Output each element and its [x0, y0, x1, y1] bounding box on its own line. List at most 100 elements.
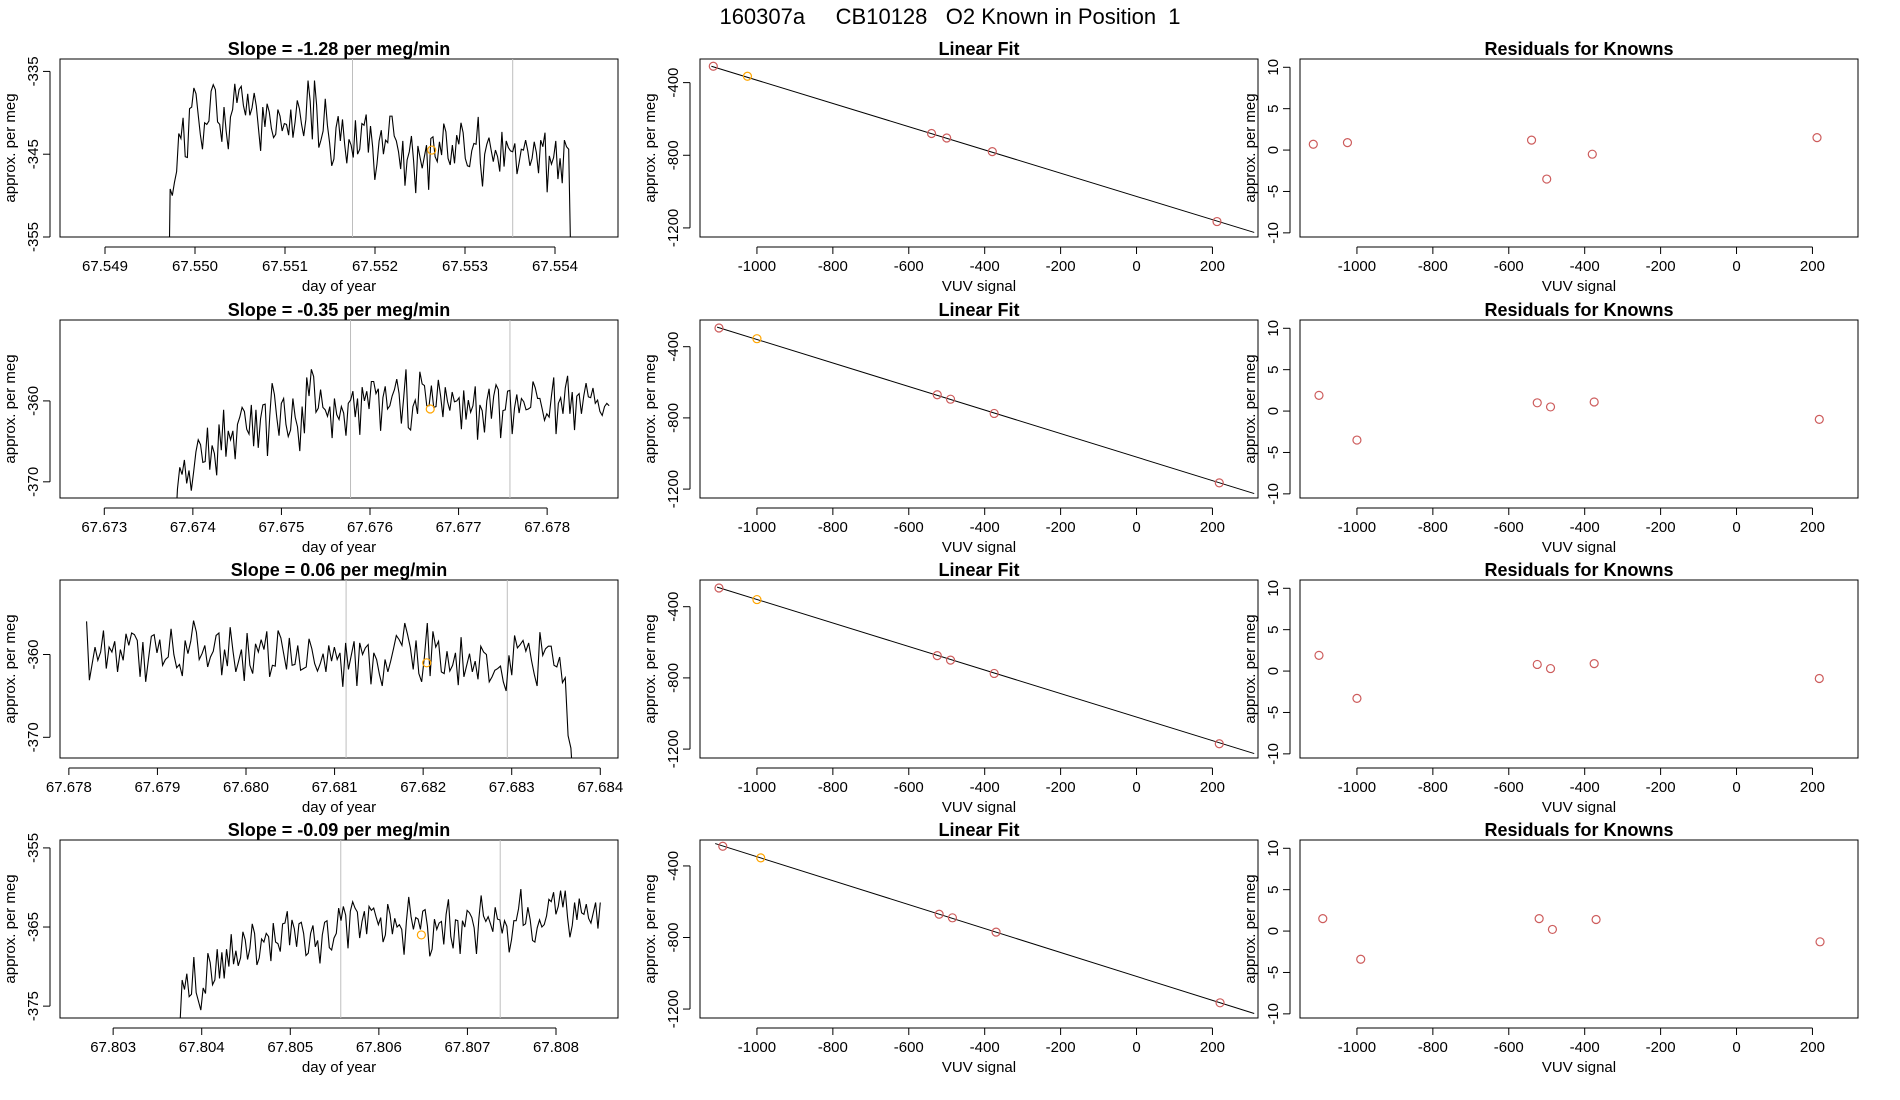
x-tick-label: 67.676	[347, 519, 393, 536]
x-tick-label: -600	[1494, 258, 1524, 275]
chart-title: Slope = -0.09 per meg/min	[228, 820, 451, 840]
y-tick-label: -355	[25, 833, 42, 863]
x-tick-label: -200	[1046, 519, 1076, 536]
y-tick-label: -360	[25, 639, 42, 669]
y-tick-label: -10	[1265, 483, 1282, 505]
chart-panel-0: Slope = -1.28 per meg/min 67.549 67.550 67.…	[2, 39, 619, 295]
y-tick-label: -345	[25, 139, 42, 169]
data-point	[1532, 398, 1542, 408]
fit-line	[716, 326, 1255, 495]
x-tick-label: -600	[1494, 519, 1524, 536]
plot-frame	[699, 839, 1259, 1019]
data-point	[1352, 693, 1362, 703]
x-tick-label: 67.551	[262, 258, 308, 275]
x-tick-label: 67.807	[444, 1039, 490, 1056]
y-tick-label: -355	[25, 222, 42, 252]
known-point	[756, 853, 766, 863]
x-tick-label: 67.552	[352, 258, 398, 275]
y-tick-label: -400	[665, 68, 682, 98]
known-point	[752, 594, 762, 605]
y-axis-label: approx. per meg	[2, 93, 19, 202]
x-tick-label: -1000	[1338, 258, 1376, 275]
plot-frame	[699, 579, 1259, 759]
data-point	[1587, 149, 1597, 159]
chart-panel-5: Linear Fit -1000 -800 -600 -400 -200 0 200 VUV s…	[642, 300, 1259, 556]
x-tick-label: 0	[1132, 519, 1140, 536]
y-tick-label: -800	[665, 403, 682, 433]
x-tick-label: 0	[1732, 519, 1740, 536]
data-point	[714, 583, 724, 593]
x-tick-label: -400	[970, 258, 1000, 275]
plot-area	[714, 323, 1255, 495]
data-point	[718, 841, 728, 851]
y-tick-label: 0	[1265, 407, 1282, 415]
y-tick-label: -5	[1265, 966, 1282, 979]
fit-line	[716, 586, 1255, 755]
data-point	[987, 147, 997, 157]
plot-frame	[59, 58, 619, 238]
data-point	[708, 61, 718, 71]
data-point	[945, 394, 956, 404]
data-point	[1547, 924, 1558, 935]
plot-area	[1314, 650, 1824, 703]
x-tick-label: -400	[970, 519, 1000, 536]
y-tick-label: -5	[1265, 446, 1282, 459]
y-tick-label: -1200	[665, 209, 682, 247]
data-point	[1534, 914, 1544, 924]
x-tick-label: 67.808	[533, 1039, 579, 1056]
x-tick-label: -400	[1570, 1039, 1600, 1056]
x-tick-label: -1000	[1338, 779, 1376, 796]
y-tick-label: 5	[1265, 626, 1282, 634]
y-tick-label: 10	[1265, 59, 1282, 76]
plot-frame	[1299, 579, 1859, 759]
chart-title: Slope = -0.35 per meg/min	[228, 300, 451, 320]
x-axis-label: VUV signal	[942, 799, 1016, 816]
data-point	[991, 927, 1001, 937]
data-point	[989, 408, 999, 419]
plot-frame	[1299, 58, 1859, 238]
x-tick-label: -400	[970, 779, 1000, 796]
y-tick-label: -5	[1265, 706, 1282, 719]
y-tick-label: -400	[665, 851, 682, 881]
x-tick-label: -800	[1418, 1039, 1448, 1056]
y-tick-label: -335	[25, 56, 42, 86]
x-tick-label: -800	[1418, 779, 1448, 796]
x-tick-label: 67.806	[356, 1039, 402, 1056]
y-tick-label: -5	[1265, 185, 1282, 198]
y-tick-label: -800	[665, 663, 682, 693]
x-tick-label: 67.680	[223, 779, 269, 796]
x-tick-label: -800	[1418, 258, 1448, 275]
data-point	[932, 651, 942, 661]
x-axis-label: VUV signal	[942, 1059, 1016, 1076]
x-tick-label: 200	[1200, 1039, 1225, 1056]
x-tick-label: -800	[818, 258, 848, 275]
x-tick-label: 0	[1732, 258, 1740, 275]
x-axis-label: day of year	[302, 539, 376, 556]
data-point	[1814, 414, 1824, 424]
data-point	[942, 133, 952, 143]
y-tick-label: -370	[25, 467, 42, 497]
y-axis-label: approx. per meg	[642, 93, 659, 202]
x-tick-label: -1000	[738, 258, 776, 275]
data-point	[1814, 673, 1824, 684]
y-axis-label: approx. per meg	[2, 354, 19, 463]
x-tick-label: 67.678	[46, 779, 92, 796]
x-tick-label: -800	[818, 519, 848, 536]
x-tick-label: 67.550	[172, 258, 218, 275]
data-point	[1589, 397, 1599, 407]
plot-area	[1318, 914, 1825, 964]
y-axis-label: approx. per meg	[642, 614, 659, 723]
data-series-line	[86, 620, 573, 758]
data-point	[1212, 216, 1222, 227]
y-axis-label: approx. per meg	[2, 614, 19, 723]
data-point	[1214, 478, 1224, 488]
data-point	[1314, 390, 1324, 400]
plot-frame	[699, 58, 1259, 238]
x-tick-label: 200	[1800, 258, 1825, 275]
known-marker	[425, 404, 435, 414]
y-tick-label: -1200	[665, 730, 682, 768]
x-tick-label: -400	[1570, 519, 1600, 536]
chart-panel-8: Residuals for Knowns-1000 -800 -600 -400 -20…	[1242, 39, 1859, 295]
plot-frame	[1299, 319, 1859, 499]
x-tick-label: -800	[818, 779, 848, 796]
